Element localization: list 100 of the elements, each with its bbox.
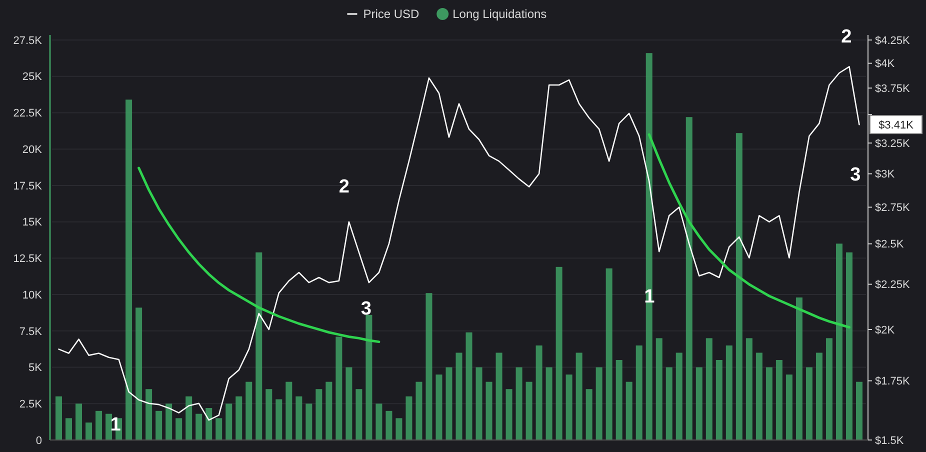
bar <box>296 396 302 440</box>
bar <box>226 404 232 440</box>
bar <box>426 293 432 440</box>
y-tick-label: 20K <box>22 144 43 156</box>
bar <box>576 352 582 440</box>
bar <box>306 404 312 440</box>
bar <box>396 418 402 440</box>
text: $3.41K <box>878 119 914 132</box>
bar <box>506 389 512 440</box>
bar <box>756 352 762 440</box>
bar <box>406 396 412 440</box>
bar <box>836 244 842 440</box>
bar <box>206 408 212 440</box>
bar <box>146 389 152 440</box>
bar <box>796 297 802 440</box>
bar <box>166 404 172 440</box>
bar <box>326 382 332 440</box>
bar <box>566 374 572 440</box>
y2-tick-label: $2.5K <box>875 238 904 251</box>
bar <box>446 367 452 440</box>
bar <box>476 367 482 440</box>
bar <box>256 252 262 440</box>
bar <box>56 396 62 440</box>
bar <box>786 374 792 440</box>
bar <box>286 382 292 440</box>
line-series <box>138 166 380 344</box>
y-tick-label: 22.5K <box>13 108 43 120</box>
bar <box>736 133 742 440</box>
y-tick-label: 27.5K <box>13 34 43 47</box>
y-tick-label: 5K <box>28 362 43 374</box>
bar <box>436 374 442 440</box>
bar <box>856 382 862 440</box>
bar <box>826 338 832 440</box>
legend-label: Long Liquidations <box>452 7 547 22</box>
y-tick-label: 10K <box>22 289 43 302</box>
annotation: 2 <box>338 176 350 198</box>
bar <box>746 338 752 440</box>
bar <box>156 410 162 440</box>
bar <box>276 399 282 440</box>
bar <box>76 404 82 440</box>
y2-tick-label: $2K <box>875 324 896 336</box>
y-tick-label: 0 <box>36 434 42 447</box>
bar <box>176 418 182 440</box>
bar <box>216 418 222 440</box>
legend-label: Price USD <box>363 7 420 22</box>
bar <box>526 382 532 440</box>
y2-tick-label: $2.75K <box>875 202 911 214</box>
bar <box>386 410 392 440</box>
y-tick-label: 2.5K <box>19 398 43 410</box>
annotation: 3 <box>360 298 372 320</box>
bar <box>196 414 202 440</box>
y-tick-label: 17.5K <box>13 180 43 192</box>
bar <box>536 345 542 440</box>
y2-tick-label: $1.75K <box>875 376 911 388</box>
bar <box>246 382 252 440</box>
bar <box>416 382 422 440</box>
y2-tick-label: $4K <box>875 58 896 70</box>
bar <box>656 338 662 440</box>
bar <box>846 252 852 440</box>
bar <box>266 389 272 440</box>
bar <box>106 414 112 440</box>
bar <box>376 404 382 440</box>
y2-tick-label: $2.25K <box>875 279 911 292</box>
bar <box>496 352 502 440</box>
bar <box>706 338 712 440</box>
bar <box>666 367 672 440</box>
bar <box>696 367 702 440</box>
bar <box>346 367 352 440</box>
y2-tick-label: $3K <box>875 168 896 181</box>
bar <box>686 117 692 440</box>
bar <box>66 418 72 440</box>
bar <box>546 367 552 440</box>
y-tick-label: 12.5K <box>13 253 43 266</box>
bar <box>466 332 472 440</box>
bar <box>366 314 372 440</box>
bar <box>646 53 652 440</box>
bar <box>816 352 822 440</box>
bar <box>186 396 192 440</box>
bar <box>336 336 342 440</box>
bar <box>586 389 592 440</box>
bar <box>626 382 632 440</box>
bar <box>726 345 732 440</box>
bar <box>556 266 562 440</box>
bar <box>596 367 602 440</box>
annotation: 3 <box>850 164 861 186</box>
annotation: 1 <box>644 286 656 308</box>
bar <box>456 352 462 440</box>
bar <box>356 389 362 440</box>
y-tick-label: 7.5K <box>19 326 43 338</box>
bar <box>636 345 642 440</box>
bar <box>716 360 722 440</box>
y2-tick-label: $1.5K <box>875 434 904 447</box>
y2-tick-label: $4.25K <box>875 34 911 47</box>
y-tick-label: 15K <box>22 216 43 229</box>
bar <box>606 268 612 440</box>
bar <box>316 389 322 440</box>
bar <box>766 367 772 440</box>
bar <box>86 422 92 440</box>
bar <box>776 360 782 440</box>
bar <box>96 410 102 440</box>
